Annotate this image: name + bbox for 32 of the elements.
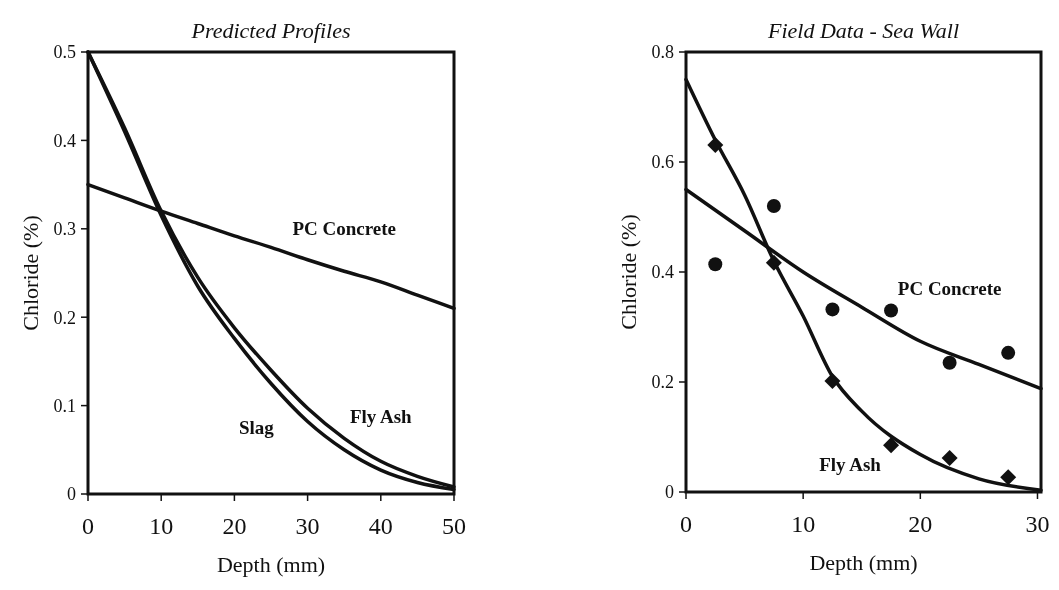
series-label: PC Concrete [292,218,396,240]
x-tick-label: 40 [368,513,393,539]
y-tick-label: 0.5 [53,42,76,63]
y-tick-label: 0.4 [53,130,76,151]
series-label: Fly Ash [819,454,882,476]
series-label: PC Concrete [897,278,1002,300]
y-tick-label: 0 [67,484,76,505]
y-tick-label: 0.2 [53,307,76,328]
y-tick-label: 0.1 [53,395,76,416]
series-label: Fly Ash [349,405,413,427]
x-tick-label: 10 [149,513,174,539]
x-tick-label: 10 [791,511,816,537]
x-tick-label: 30 [1025,511,1050,537]
chart-title: Field Data - Sea Wall [766,18,960,43]
y-tick-label: 0 [665,482,674,503]
x-tick-label: 0 [680,511,692,537]
series-label: Slag [238,417,275,439]
y-tick-label: 0.3 [53,219,76,240]
x-axis-title: Depth (mm) [809,550,918,575]
y-tick-label: 0.8 [651,42,674,63]
y-tick-label: 0.6 [651,152,674,173]
x-axis-title: Depth (mm) [216,552,326,577]
x-tick-label: 0 [82,513,94,539]
x-tick-label: 50 [442,513,466,539]
chart-title: Predicted Profiles [190,18,351,43]
y-tick-label: 0.2 [651,372,674,393]
y-tick-label: 0.4 [651,262,674,283]
y-axis-title: Chloride (%) [18,215,43,331]
x-tick-label: 30 [295,513,320,539]
x-tick-label: 20 [908,511,933,537]
y-axis-title: Chloride (%) [616,214,641,330]
x-tick-label: 20 [222,513,247,539]
